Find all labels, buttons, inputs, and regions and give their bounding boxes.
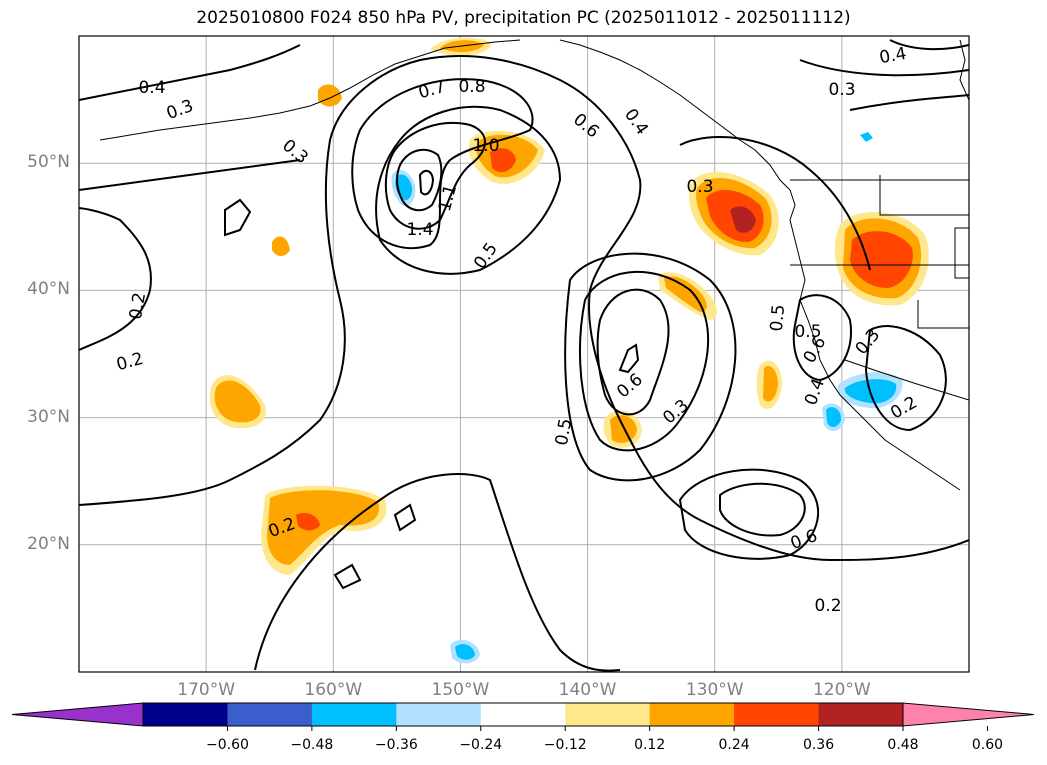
colorbar-segment: [818, 703, 904, 726]
precip-blob-coast: [756, 360, 782, 409]
colorbar-tick-label: 0.36: [802, 737, 835, 753]
lat-tick-label: 20°N: [27, 533, 70, 554]
contour-label: 0.8: [458, 77, 485, 97]
contour-label: 0.3: [828, 80, 855, 100]
negative-precip-small: [860, 132, 873, 142]
contour-label: 0.2: [814, 596, 841, 616]
lon-tick-label: 130°W: [685, 680, 744, 700]
contour-label: 0.5: [794, 322, 821, 342]
precip-blob-small: [272, 236, 290, 256]
colorbar-tick-label: −0.60: [205, 737, 249, 753]
contour-label: 0.4: [138, 78, 165, 98]
precip-blob-westpac: [209, 375, 266, 429]
lat-tick-label: 30°N: [27, 406, 70, 427]
map-area: [79, 36, 969, 672]
negative-precip-south: [450, 639, 480, 664]
colorbar-tick-label: 0.24: [718, 737, 750, 753]
colorbar-extend-low: [11, 702, 144, 727]
contour-label: 0.2: [126, 291, 150, 321]
map-title: 2025010800 F024 850 hPa PV, precipitatio…: [196, 8, 851, 28]
colorbar-tick-label: 0.12: [634, 737, 666, 753]
lon-tick-label: 150°W: [431, 680, 490, 700]
lat-tick-label: 40°N: [27, 279, 70, 300]
colorbar-segment: [480, 703, 566, 726]
colorbar: [11, 702, 1035, 731]
colorbar-tick-label: 0.48: [887, 737, 919, 753]
contour-label: 1.4: [406, 220, 433, 240]
colorbar-extend-high: [902, 702, 1035, 727]
lon-tick-label: 120°W: [812, 680, 871, 700]
colorbar-segment: [734, 703, 820, 726]
precip-blob-aleutian: [318, 84, 342, 107]
colorbar-segment: [565, 703, 651, 726]
contour-label: 0.5: [552, 417, 576, 447]
lon-tick-label: 140°W: [558, 680, 617, 700]
lat-tick-label: 50°N: [27, 152, 70, 173]
colorbar-tick-label: −0.24: [459, 737, 503, 753]
contour-label: 0.4: [878, 44, 908, 68]
contour-label: 1.0: [472, 136, 499, 156]
map-frame: [78, 35, 970, 673]
colorbar-tick-label: −0.48: [290, 737, 334, 753]
colorbar-segment: [143, 703, 228, 726]
colorbar-tick-label: −0.36: [374, 737, 418, 753]
colorbar-frame: [142, 702, 904, 727]
contour-label: 0.3: [686, 177, 713, 197]
lon-tick-label: 160°W: [304, 680, 363, 700]
lon-tick-label: 170°W: [177, 680, 236, 700]
pv-contours: [79, 39, 969, 672]
colorbar-segment: [396, 703, 482, 726]
colorbar-segment: [311, 703, 397, 726]
contour-label: 0.5: [767, 304, 789, 333]
colorbar-tick-label: 0.60: [971, 737, 1004, 753]
colorbar-segment: [649, 703, 735, 726]
colorbar-tick-label: −0.12: [543, 737, 587, 753]
precip-blob-pnw: [688, 172, 779, 256]
precip-blob-hawaii: [261, 485, 387, 575]
colorbar-segment: [227, 703, 313, 726]
